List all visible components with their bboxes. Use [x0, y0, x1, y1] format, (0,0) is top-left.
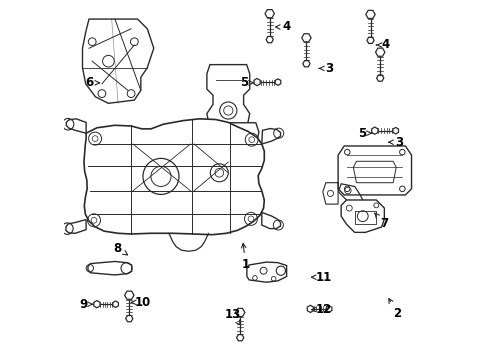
Text: 8: 8: [113, 242, 127, 255]
Text: 3: 3: [319, 62, 332, 75]
Polygon shape: [84, 119, 264, 235]
Polygon shape: [337, 146, 411, 195]
Polygon shape: [353, 161, 395, 183]
Text: 2: 2: [388, 299, 401, 320]
Polygon shape: [66, 119, 86, 133]
Polygon shape: [261, 129, 280, 144]
Text: 1: 1: [241, 243, 249, 271]
Text: 10: 10: [131, 296, 151, 309]
Polygon shape: [246, 262, 286, 282]
Text: 3: 3: [388, 136, 403, 149]
Text: 4: 4: [275, 21, 290, 33]
Text: 12: 12: [311, 303, 331, 316]
Text: 6: 6: [85, 76, 99, 89]
Text: 9: 9: [79, 298, 93, 311]
Text: 5: 5: [239, 76, 253, 89]
Polygon shape: [197, 123, 258, 147]
Text: 13: 13: [224, 309, 241, 325]
Polygon shape: [66, 220, 86, 233]
Text: 7: 7: [374, 213, 387, 230]
Text: 11: 11: [311, 271, 331, 284]
Polygon shape: [82, 19, 153, 103]
Text: 4: 4: [376, 39, 389, 51]
Polygon shape: [206, 65, 249, 135]
Text: 5: 5: [357, 127, 371, 140]
Polygon shape: [341, 200, 384, 233]
Polygon shape: [261, 212, 280, 229]
Polygon shape: [88, 261, 131, 275]
